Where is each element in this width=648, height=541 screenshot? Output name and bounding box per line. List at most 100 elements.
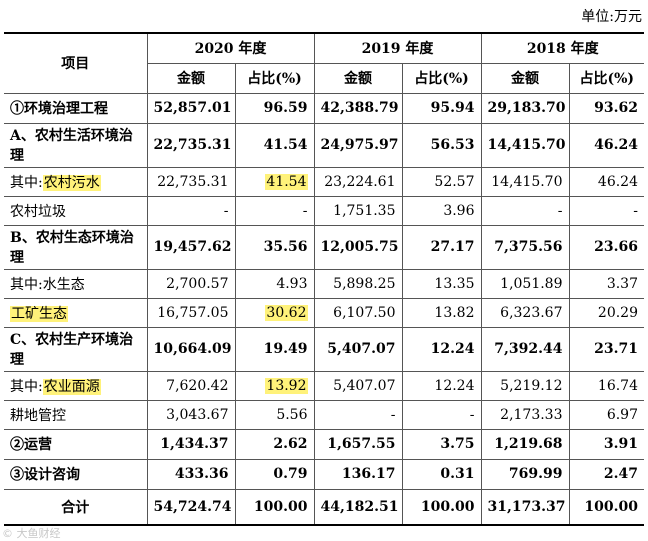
cell-value: 23.71 xyxy=(594,341,638,357)
cell-value: 5,407.07 xyxy=(333,377,396,394)
header-ratio: 占比(%) xyxy=(568,62,644,94)
ratio-cell: 3.75 xyxy=(401,428,482,460)
ratio-cell: 23.66 xyxy=(568,224,644,270)
cell-value: 52,857.01 xyxy=(153,100,232,116)
cell-value: 41.54 xyxy=(265,173,308,190)
ratio-cell: 16.74 xyxy=(568,370,644,401)
row-label: C、农村生产环境治理 xyxy=(4,326,148,372)
ratio-cell: 95.94 xyxy=(401,92,482,124)
cell-value: 13.92 xyxy=(265,377,308,394)
ratio-cell: 12.24 xyxy=(401,326,482,372)
cell-value: 3.96 xyxy=(443,202,475,219)
table-row: A、农村生活环境治理 22,735.31 41.54 24,975.97 56.53 14… xyxy=(4,122,644,168)
cell-value: 100.00 xyxy=(584,498,638,515)
amount-cell: 769.99 xyxy=(480,458,570,490)
cell-value: 1,657.55 xyxy=(327,436,396,452)
ratio-cell: 3.96 xyxy=(401,195,482,226)
ratio-cell: - xyxy=(401,399,482,430)
row-label: ③设计咨询 xyxy=(4,458,148,490)
header-year-2018: 2018 年度 xyxy=(480,32,644,64)
ratio-cell: 56.53 xyxy=(401,122,482,168)
ratio-cell: 6.97 xyxy=(568,399,644,430)
cell-value: 14,415.70 xyxy=(491,173,563,190)
cell-value: - xyxy=(223,202,229,219)
ratio-cell: 100.00 xyxy=(568,488,644,526)
ratio-cell: 23.71 xyxy=(568,326,644,372)
table-row: B、农村生态环境治理 19,457.62 35.56 12,005.75 27.17 7,… xyxy=(4,224,644,270)
row-label-text: 农业面源 xyxy=(42,378,101,395)
header-amount: 金额 xyxy=(313,62,403,94)
ratio-cell: 13.35 xyxy=(401,268,482,299)
amount-cell: 3,043.67 xyxy=(146,399,236,430)
cell-value: 19.49 xyxy=(263,341,308,357)
table-row: ③设计咨询 433.36 0.79 136.17 0.31 769.99 2.47 xyxy=(4,458,644,490)
row-label-text: B、农村生态环境治理 xyxy=(10,230,134,266)
table-row: 其中:水生态 2,700.57 4.93 5,898.25 13.35 1,051.89 3… xyxy=(4,268,644,299)
ratio-cell: 0.79 xyxy=(234,458,315,490)
ratio-cell: 0.31 xyxy=(401,458,482,490)
row-prefix: 其中: xyxy=(10,276,43,293)
cell-value: 23,224.61 xyxy=(324,173,396,190)
header-year-2020: 2020 年度 xyxy=(146,32,315,64)
unit-label: 单位:万元 xyxy=(581,9,642,25)
amount-cell: - xyxy=(146,195,236,226)
cell-value: 10,664.09 xyxy=(153,341,232,357)
amount-cell: 1,219.68 xyxy=(480,428,570,460)
header-item: 项目 xyxy=(4,32,148,94)
cell-value: 2,173.33 xyxy=(500,406,563,423)
amount-cell: 136.17 xyxy=(313,458,403,490)
cell-value: 13.35 xyxy=(434,275,475,292)
cell-value: 5,407.07 xyxy=(327,341,396,357)
amount-cell: 1,051.89 xyxy=(480,268,570,299)
row-label: 农村垃圾 xyxy=(4,195,148,226)
revenue-table: 项目 2020 年度 2019 年度 2018 年度 金额 占比(%) 金额 占… xyxy=(4,32,644,526)
header-year-2019: 2019 年度 xyxy=(313,32,482,64)
cell-value: - xyxy=(469,406,475,423)
ratio-cell: 19.49 xyxy=(234,326,315,372)
amount-cell: 7,375.56 xyxy=(480,224,570,270)
amount-cell: 52,857.01 xyxy=(146,92,236,124)
amount-cell: 6,107.50 xyxy=(313,297,403,328)
cell-value: 30.62 xyxy=(265,304,308,321)
ratio-cell: - xyxy=(234,195,315,226)
ratio-cell: 3.91 xyxy=(568,428,644,460)
header-ratio: 占比(%) xyxy=(401,62,482,94)
amount-cell: 42,388.79 xyxy=(313,92,403,124)
table-row: C、农村生产环境治理 10,664.09 19.49 5,407.07 12.24 7,3… xyxy=(4,326,644,372)
ratio-cell: 13.92 xyxy=(234,370,315,401)
cell-value: 2.62 xyxy=(273,436,308,452)
amount-cell: 1,751.35 xyxy=(313,195,403,226)
amount-cell: 5,407.07 xyxy=(313,326,403,372)
cell-value: 54,724.74 xyxy=(153,498,232,515)
ratio-cell: 100.00 xyxy=(234,488,315,526)
row-label: 工矿生态 xyxy=(4,297,148,328)
amount-cell: 5,898.25 xyxy=(313,268,403,299)
table-row: ②运营 1,434.37 2.62 1,657.55 3.75 1,219.68 3.91 xyxy=(4,428,644,460)
row-label-text: 耕地管控 xyxy=(10,407,66,424)
cell-value: 2,700.57 xyxy=(166,275,229,292)
cell-value: 100.00 xyxy=(253,498,308,515)
cell-value: 27.17 xyxy=(430,239,475,255)
row-label-text: C、农村生产环境治理 xyxy=(10,332,134,368)
amount-cell: 44,182.51 xyxy=(313,488,403,526)
cell-value: 93.62 xyxy=(594,100,638,116)
amount-cell: 22,735.31 xyxy=(146,122,236,168)
row-label: 合计 xyxy=(4,488,148,526)
cell-value: 3.75 xyxy=(440,436,475,452)
cell-value: 19,457.62 xyxy=(153,239,232,255)
cell-value: 41.54 xyxy=(263,137,308,153)
row-label: A、农村生活环境治理 xyxy=(4,122,148,168)
cell-value: 3.91 xyxy=(603,436,638,452)
table-row: 其中:农村污水 22,735.31 41.54 23,224.61 52.57 14,41… xyxy=(4,166,644,197)
ratio-cell: 46.24 xyxy=(568,122,644,168)
cell-value: 12,005.75 xyxy=(320,239,399,255)
cell-value: 96.59 xyxy=(263,100,308,116)
cell-value: 5.56 xyxy=(276,406,308,423)
ratio-cell: 96.59 xyxy=(234,92,315,124)
amount-cell: 2,173.33 xyxy=(480,399,570,430)
amount-cell: 5,219.12 xyxy=(480,370,570,401)
row-label-text: 农村垃圾 xyxy=(10,203,66,220)
ratio-cell: 93.62 xyxy=(568,92,644,124)
amount-cell: 10,664.09 xyxy=(146,326,236,372)
cell-value: 29,183.70 xyxy=(487,100,566,116)
